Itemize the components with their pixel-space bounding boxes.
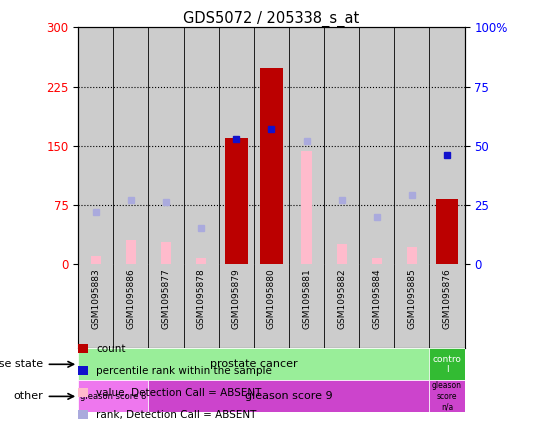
Bar — [196, 258, 206, 264]
Bar — [359, 27, 395, 264]
Bar — [184, 27, 219, 264]
Text: GSM1095877: GSM1095877 — [162, 268, 170, 329]
Text: disease state: disease state — [0, 359, 43, 369]
Text: other: other — [13, 391, 43, 401]
Bar — [436, 199, 459, 264]
Text: GSM1095886: GSM1095886 — [126, 268, 135, 329]
Title: GDS5072 / 205338_s_at: GDS5072 / 205338_s_at — [183, 11, 360, 27]
Text: GSM1095879: GSM1095879 — [232, 268, 241, 329]
Bar — [430, 27, 465, 264]
Bar — [219, 27, 254, 264]
Bar — [372, 258, 382, 264]
Bar — [260, 69, 283, 264]
Text: GSM1095880: GSM1095880 — [267, 268, 276, 329]
Bar — [395, 27, 430, 264]
Bar — [324, 27, 359, 264]
Text: gleason score 9: gleason score 9 — [245, 391, 333, 401]
Text: GSM1095883: GSM1095883 — [91, 268, 100, 329]
Text: prostate cancer: prostate cancer — [210, 359, 298, 369]
Bar — [407, 247, 417, 264]
Text: percentile rank within the sample: percentile rank within the sample — [96, 366, 272, 376]
Bar — [78, 380, 148, 412]
Bar — [289, 27, 324, 264]
Bar — [148, 27, 184, 264]
Bar — [148, 380, 430, 412]
Bar — [91, 256, 101, 264]
Text: rank, Detection Call = ABSENT: rank, Detection Call = ABSENT — [96, 410, 257, 420]
Text: GSM1095885: GSM1095885 — [407, 268, 417, 329]
Text: GSM1095882: GSM1095882 — [337, 268, 346, 329]
Bar — [430, 380, 465, 412]
Bar — [161, 242, 171, 264]
Text: count: count — [96, 344, 126, 354]
Text: contro
l: contro l — [433, 354, 461, 374]
Text: GSM1095881: GSM1095881 — [302, 268, 311, 329]
Text: GSM1095884: GSM1095884 — [372, 268, 381, 329]
Text: GSM1095878: GSM1095878 — [197, 268, 205, 329]
Bar — [301, 151, 312, 264]
Bar — [113, 27, 148, 264]
Text: gleason
score
n/a: gleason score n/a — [432, 382, 462, 411]
Bar — [254, 27, 289, 264]
Bar — [336, 244, 347, 264]
Bar — [126, 240, 136, 264]
Text: GSM1095876: GSM1095876 — [443, 268, 452, 329]
Text: gleason score 8: gleason score 8 — [80, 392, 147, 401]
Bar — [78, 27, 113, 264]
Bar — [430, 348, 465, 380]
Bar — [225, 138, 248, 264]
Text: value, Detection Call = ABSENT: value, Detection Call = ABSENT — [96, 388, 261, 398]
